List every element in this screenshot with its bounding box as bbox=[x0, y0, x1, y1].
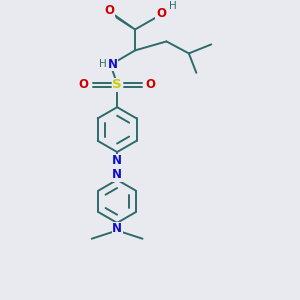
Text: O: O bbox=[146, 78, 156, 91]
Text: O: O bbox=[156, 7, 166, 20]
Text: H: H bbox=[169, 1, 177, 11]
Text: S: S bbox=[112, 78, 122, 91]
Text: N: N bbox=[112, 168, 122, 181]
Text: O: O bbox=[79, 78, 88, 91]
Text: O: O bbox=[105, 4, 115, 17]
Text: N: N bbox=[112, 222, 122, 236]
Text: N: N bbox=[108, 58, 118, 70]
Text: H: H bbox=[99, 59, 106, 69]
Text: N: N bbox=[112, 154, 122, 167]
